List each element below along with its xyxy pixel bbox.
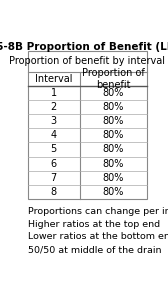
Text: Proportion of benefit by interval: Proportion of benefit by interval [9, 56, 165, 66]
Text: 7: 7 [50, 173, 57, 183]
Text: Interval: Interval [35, 74, 72, 84]
Text: 80%: 80% [103, 187, 124, 197]
Text: 50/50 at middle of the drain: 50/50 at middle of the drain [28, 245, 161, 254]
Text: 80%: 80% [103, 102, 124, 112]
Text: 15-8B Proportion of Benefit (LID): 15-8B Proportion of Benefit (LID) [0, 42, 168, 52]
Text: 2: 2 [50, 102, 57, 112]
Text: 80%: 80% [103, 88, 124, 98]
Text: 80%: 80% [103, 173, 124, 183]
Bar [28, 51, 147, 199]
Text: 8: 8 [51, 187, 57, 197]
Text: Lower ratios at the bottom end: Lower ratios at the bottom end [28, 232, 168, 241]
Text: Proportions can change per interval: Proportions can change per interval [28, 207, 168, 216]
Text: 4: 4 [51, 130, 57, 140]
Text: Proportion of
benefit: Proportion of benefit [82, 68, 145, 90]
Text: 3: 3 [51, 116, 57, 126]
Text: 6: 6 [51, 159, 57, 169]
Text: 80%: 80% [103, 159, 124, 169]
Text: 1: 1 [51, 88, 57, 98]
Text: 80%: 80% [103, 130, 124, 140]
Text: 80%: 80% [103, 144, 124, 154]
Text: Higher ratios at the top end: Higher ratios at the top end [28, 220, 160, 229]
Text: 80%: 80% [103, 116, 124, 126]
Text: 5: 5 [50, 144, 57, 154]
